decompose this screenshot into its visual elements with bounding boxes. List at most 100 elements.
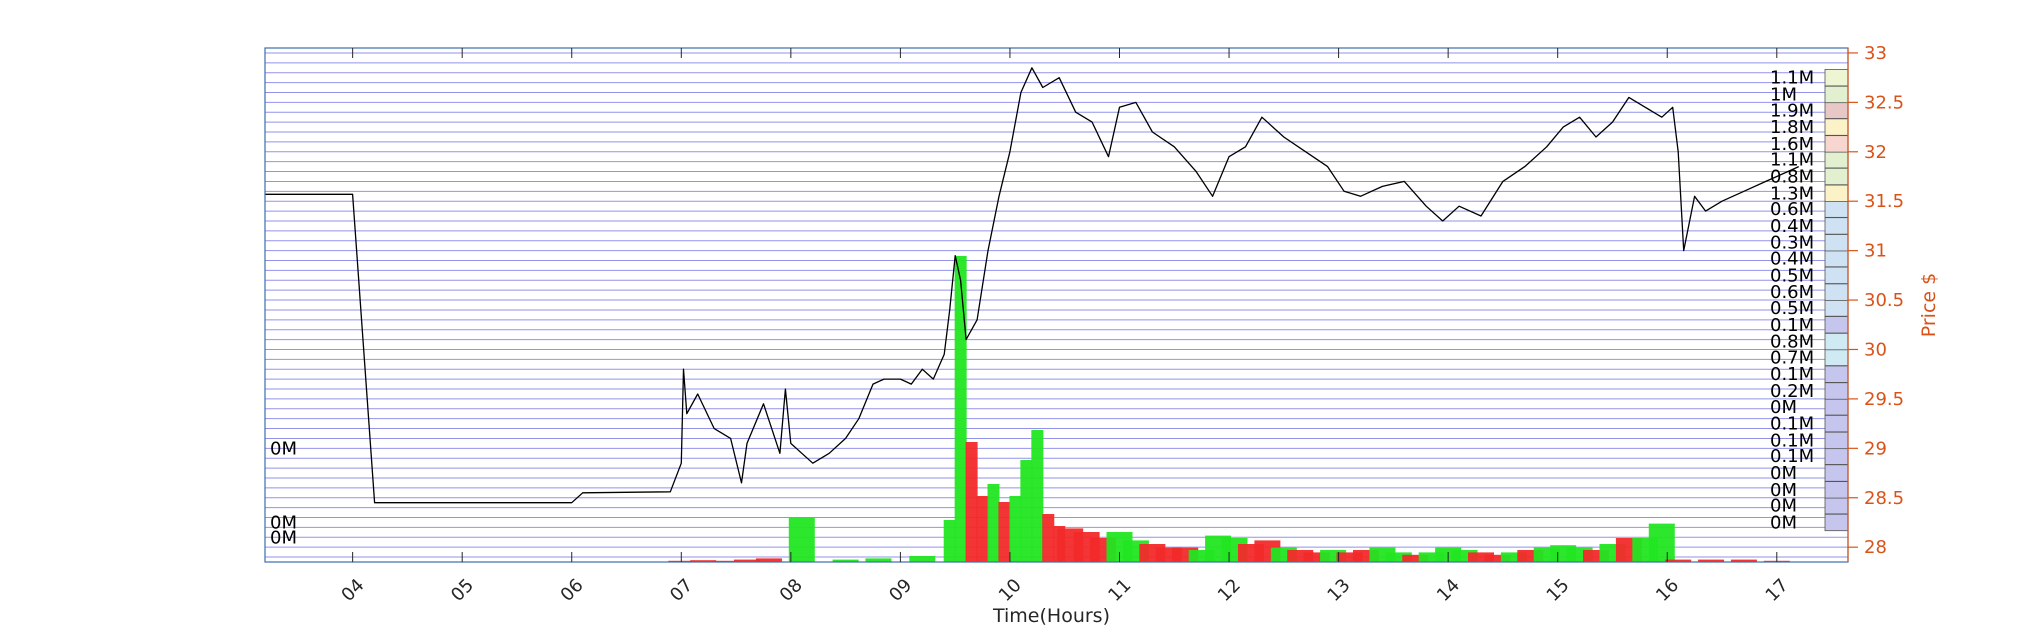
x-tick-label: 12 [1214,575,1245,606]
volume-profile-bar [1824,184,1849,202]
volume-profile-bar [1824,382,1849,400]
volume-profile-label: 0.7M [1770,347,1814,368]
volume-profile-label: 1.9M [1770,100,1814,121]
volume-profile: 0M0M0M0M0.1M0.1M0.1M0M0.2M0.1M0.7M0.8M0.… [1770,68,1849,533]
x-tick-label: 10 [995,575,1026,606]
price-series [265,67,1799,504]
volume-profile-bar [1824,283,1849,301]
volume-bar [909,556,936,562]
x-tick-label: 05 [447,575,478,606]
volume-profile-bar [1824,85,1849,104]
volume-bar [1336,552,1363,562]
volume-profile-label: 1.1M [1770,68,1814,89]
x-tick-label: 11 [1104,575,1135,606]
volume-profile-label: 0M [1770,463,1797,484]
volume-profile-bar [1824,414,1849,433]
volume-profile-label: 0.1M [1770,315,1814,336]
volume-profile-bar [1824,447,1849,465]
y-tick-label: 28.5 [1864,488,1904,509]
x-tick-label: 06 [557,575,588,606]
volume-bar [1468,552,1495,562]
volume-bar [1020,460,1033,562]
volume-bars [668,256,1790,562]
x-tick-label: 04 [337,575,368,606]
volume-profile-label: 1.8M [1770,117,1814,138]
volume-bar [976,496,989,562]
volume-profile-bar [1824,200,1849,218]
volume-profile-label: 0.2M [1770,381,1814,402]
y-tick-label: 28 [1864,537,1887,558]
y-tick-label: 32 [1864,142,1887,163]
volume-profile-bar [1824,332,1849,351]
volume-profile-bar [1824,234,1849,252]
volume-profile-bar [1824,167,1849,186]
volume-bar [1009,496,1022,562]
volume-profile-bar [1824,431,1849,450]
x-tick-label: 17 [1762,575,1793,606]
volume-profile-bar [1824,464,1849,482]
volume-profile-bar [1824,481,1849,499]
price-line [265,67,1799,504]
volume-profile-bar [1824,497,1849,515]
volume-bar [1385,552,1412,562]
volume-bar [1730,559,1757,562]
grid-lines [265,52,1848,558]
volume-bar [987,484,1000,562]
volume-bar [1665,559,1692,562]
volume-profile-label: 0.8M [1770,167,1814,188]
volume-bar [1303,552,1330,562]
volume-profile-label: 0.8M [1770,332,1814,353]
volume-profile-bar [1824,299,1849,317]
volume-profile-label: 0M [1770,512,1797,533]
volume-profile-label: 0.1M [1770,430,1814,451]
x-tick-label: 08 [776,575,807,606]
volume-profile-label: 0.5M [1770,265,1814,286]
volume-profile-label: 0.6M [1770,199,1814,220]
volume-profile-label: 0.4M [1770,249,1814,270]
plot-frame [264,47,1849,563]
volume-profile-label: 0.3M [1770,233,1814,254]
volume-bar [943,520,956,562]
left-volume-label: 0M [270,512,297,533]
y-tick-label: 32.5 [1864,92,1904,113]
x-tick-label: 16 [1652,575,1683,606]
volume-profile-bar [1824,101,1849,119]
x-tick-label: 15 [1543,575,1574,606]
volume-profile-bar [1824,398,1849,416]
volume-bar [1402,554,1429,562]
volume-bar [998,502,1011,562]
volume-bar [690,560,717,562]
volume-bar [1418,552,1445,562]
volume-bar [965,442,978,562]
volume-bar [1698,559,1725,562]
volume-profile-label: 1.6M [1770,134,1814,155]
volume-profile-label: 0.1M [1770,414,1814,435]
volume-profile-label: 0.1M [1770,446,1814,467]
y-axis-title: Price $ [1918,273,1940,337]
volume-profile-label: 0M [1770,480,1797,501]
y-tick-label: 31.5 [1864,191,1904,212]
volume-bar [788,517,815,562]
volume-bar [1500,552,1527,562]
volume-profile-bar [1824,348,1849,367]
volume-profile-label: 0.4M [1770,216,1814,237]
volume-profile-label: 1.1M [1770,150,1814,171]
x-tick-label: 09 [885,575,916,606]
volume-bar [1484,554,1511,562]
volume-bar [734,559,761,562]
volume-profile-bar [1824,266,1849,284]
y-tick-label: 30.5 [1864,290,1904,311]
volume-profile-bar [1824,217,1849,235]
y-tick-label: 33 [1864,43,1887,64]
volume-profile-bar [1824,316,1849,334]
volume-profile-bar [1824,69,1849,87]
volume-bar [865,558,892,562]
y-tick-label: 29.5 [1864,389,1904,410]
volume-profile-bar [1824,151,1849,169]
volume-profile-label: 0.5M [1770,298,1814,319]
volume-bar [954,256,967,562]
volume-profile-bar [1824,249,1849,268]
volume-bar [1031,430,1044,562]
volume-profile-bar [1824,365,1849,383]
